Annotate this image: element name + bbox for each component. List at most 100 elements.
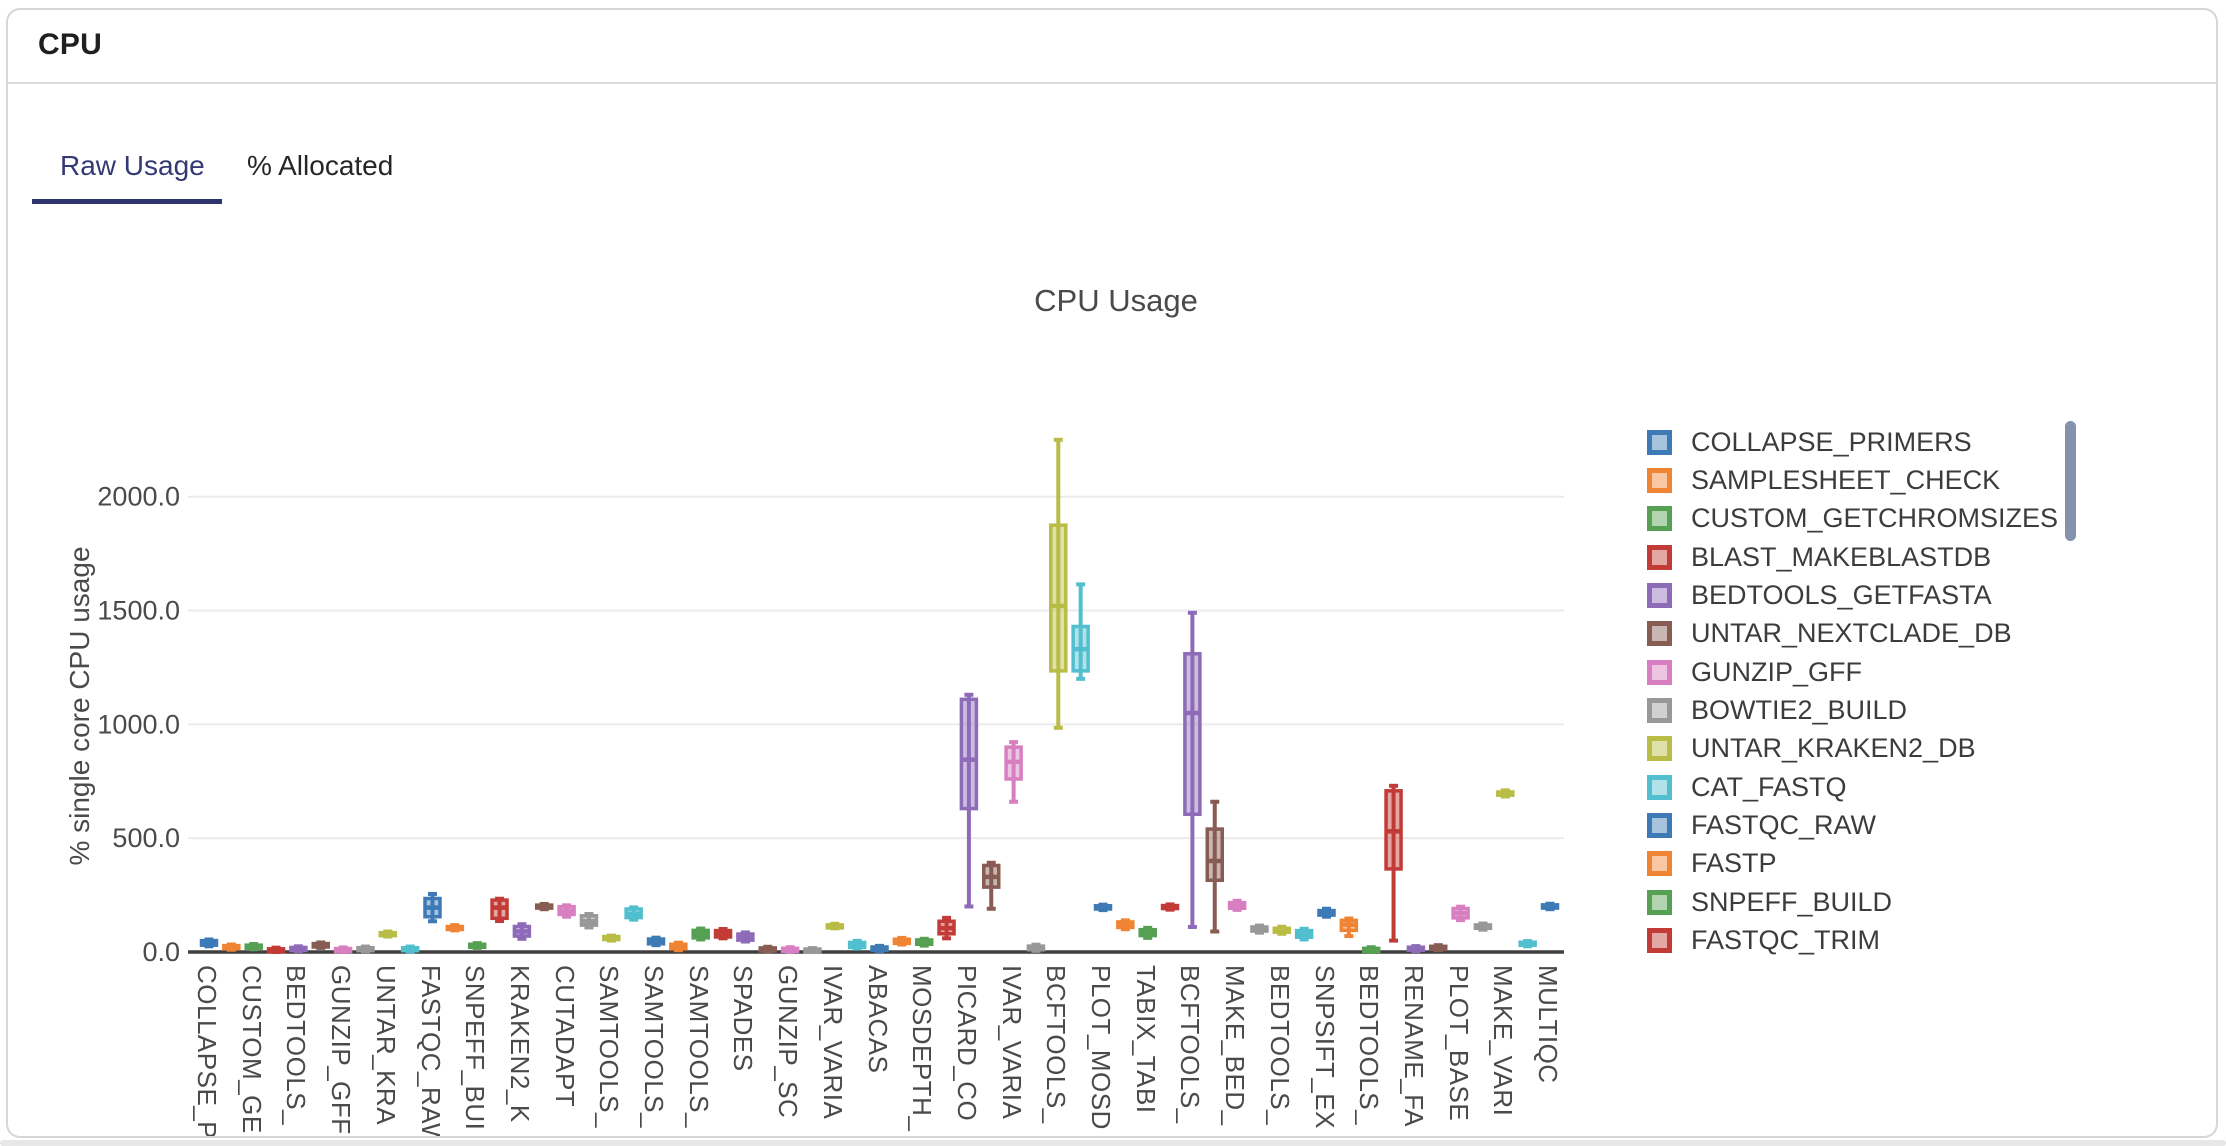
- legend-item-samplesheet_check[interactable]: SAMPLESHEET_CHECK: [1647, 461, 2000, 499]
- box-plot-col8[interactable]: [356, 944, 375, 954]
- box-plot-gunzip_gff[interactable]: [333, 945, 353, 954]
- legend-label: BOWTIE2_BUILD: [1691, 694, 1908, 725]
- box-plot-tabix_tabi[interactable]: [1138, 925, 1157, 940]
- box-plot-col2[interactable]: [222, 942, 241, 952]
- legend-item-untar_kraken2_db[interactable]: UNTAR_KRAKEN2_DB: [1647, 730, 1976, 768]
- chart-title: CPU Usage: [1034, 283, 1198, 318]
- box-plot-plot_base[interactable]: [1451, 904, 1470, 923]
- legend-item-untar_nextclade_db[interactable]: UNTAR_NEXTCLADE_DB: [1647, 615, 2012, 653]
- legend-swatch: [1647, 582, 1672, 608]
- box-plot-ivar_varia[interactable]: [1004, 740, 1023, 804]
- box-plot-picard_co[interactable]: [959, 692, 979, 909]
- box-plot-col26[interactable]: [758, 944, 777, 954]
- box-plot-spades[interactable]: [736, 930, 755, 944]
- box-plot-col48[interactable]: [1250, 923, 1269, 935]
- x-tick-label: GUNZIP_GFF: [326, 965, 357, 1135]
- box-plot-col12[interactable]: [445, 923, 465, 933]
- box-plot-col40[interactable]: [1071, 582, 1090, 681]
- y-tick-label: 0.0: [142, 937, 180, 967]
- box-plot-col60[interactable]: [1518, 939, 1537, 949]
- box-plot-col58[interactable]: [1473, 921, 1493, 932]
- box-plot-snpsift_ex[interactable]: [1317, 906, 1336, 919]
- box-plot-bedtools_[interactable]: [289, 944, 308, 954]
- legend-item-blast_makeblastdb[interactable]: BLAST_MAKEBLASTDB: [1647, 538, 1991, 576]
- box-plot-ivar_varia[interactable]: [825, 921, 845, 931]
- box-plot-col20[interactable]: [624, 905, 643, 922]
- box-plot-bedtools_[interactable]: [1272, 924, 1292, 936]
- box-plot-mosdepth_[interactable]: [914, 936, 934, 948]
- x-tick-label: ABACAS: [862, 965, 893, 1074]
- legend-item-collapse_primers[interactable]: COLLAPSE_PRIMERS: [1647, 423, 1972, 461]
- box-plot-col34[interactable]: [937, 915, 956, 941]
- box-plot-col38[interactable]: [1026, 942, 1046, 953]
- x-tick-label: BCFTOOLS_: [1041, 965, 1072, 1124]
- box-plot-make_vari[interactable]: [1496, 788, 1515, 799]
- box-plot-col6[interactable]: [311, 940, 330, 950]
- box-plot-bcftools_[interactable]: [1183, 610, 1202, 929]
- box-plot-col32[interactable]: [892, 935, 912, 947]
- box-plot-plot_mosd[interactable]: [1093, 902, 1113, 913]
- tab-percent-allocated[interactable]: % Allocated: [247, 150, 394, 181]
- box-plot-col10[interactable]: [400, 944, 420, 954]
- box-plot-col16[interactable]: [535, 901, 554, 912]
- box-plot-col30[interactable]: [847, 938, 867, 951]
- box-plot-col52[interactable]: [1339, 916, 1359, 939]
- box-plot-col22[interactable]: [669, 940, 688, 953]
- box-plot-samtools_[interactable]: [646, 935, 666, 948]
- x-tick-label: GUNZIP_SC: [773, 965, 804, 1119]
- box-plot-col14[interactable]: [490, 896, 509, 924]
- box-plot-col24[interactable]: [713, 927, 733, 941]
- x-tick-label: FASTQC_RAW: [415, 965, 446, 1138]
- legend-item-cat_fastq[interactable]: CAT_FASTQ: [1647, 768, 1847, 806]
- legend-label: UNTAR_NEXTCLADE_DB: [1691, 618, 2012, 649]
- box-plot-col4[interactable]: [266, 945, 286, 954]
- x-tick-label: COLLAPSE_P: [192, 965, 222, 1138]
- legend-item-fastqc_trim[interactable]: FASTQC_TRIM: [1647, 922, 1880, 960]
- legend-scrollbar-thumb[interactable]: [2065, 421, 2076, 541]
- box-plot-multiqc[interactable]: [1540, 901, 1560, 912]
- box-plot-col42[interactable]: [1116, 918, 1135, 932]
- box-plot-col28[interactable]: [803, 946, 822, 954]
- box-plot-bcftools_[interactable]: [1049, 437, 1068, 730]
- legend-item-fastp[interactable]: FASTP: [1647, 845, 1777, 883]
- box-plot-make_bed_[interactable]: [1227, 898, 1247, 912]
- x-tick-label: SAMTOOLS_: [594, 965, 625, 1128]
- legend-label: SNPEFF_BUILD: [1691, 886, 1893, 917]
- legend-swatch: [1647, 506, 1672, 532]
- box-plot-kraken2_k[interactable]: [512, 922, 532, 941]
- box-plot-col18[interactable]: [579, 911, 599, 930]
- y-tick-label: 500.0: [112, 823, 180, 853]
- legend-item-custom_getchromsizes[interactable]: CUSTOM_GETCHROMSIZES: [1647, 500, 2058, 538]
- box-plot-bedtools_[interactable]: [1361, 945, 1381, 954]
- legend-item-fastqc_raw[interactable]: FASTQC_RAW: [1647, 807, 1876, 845]
- box-plot-gunzip_sc[interactable]: [780, 945, 800, 954]
- legend-item-gunzip_gff[interactable]: GUNZIP_GFF: [1647, 653, 1862, 691]
- box-plot-samtools_[interactable]: [691, 926, 710, 942]
- box-plot-rename_fa[interactable]: [1406, 944, 1426, 954]
- box-plot-cutadapt[interactable]: [557, 903, 576, 919]
- box-plot-snpeff_bui[interactable]: [467, 941, 487, 950]
- tab-raw-usage[interactable]: Raw Usage: [60, 150, 205, 181]
- horizontal-scrollbar[interactable]: [0, 1140, 2226, 1146]
- box-plot-untar_kra[interactable]: [378, 929, 398, 939]
- box-plot-col54[interactable]: [1384, 783, 1403, 943]
- box-plot-col46[interactable]: [1205, 799, 1224, 934]
- box-plot-col36[interactable]: [982, 860, 1001, 911]
- box-plot-collapse_p[interactable]: [199, 937, 219, 949]
- legend-item-snpeff_build[interactable]: SNPEFF_BUILD: [1647, 883, 1892, 921]
- box-plot-col56[interactable]: [1429, 943, 1448, 953]
- box-plot-fastqc_raw[interactable]: [423, 891, 442, 924]
- legend-swatch: [1647, 813, 1672, 838]
- legend-item-bedtools_getfasta[interactable]: BEDTOOLS_GETFASTA: [1647, 576, 1992, 614]
- legend-label: FASTQC_RAW: [1691, 810, 1877, 840]
- box-plot-samtools_[interactable]: [602, 933, 621, 943]
- y-tick-label: 2000.0: [97, 482, 180, 512]
- box-plot-col50[interactable]: [1294, 926, 1314, 942]
- iqr-box: [1183, 652, 1202, 817]
- x-tick-label: MAKE_VARI: [1488, 965, 1519, 1117]
- box-plot-abacas[interactable]: [870, 943, 889, 954]
- box-plot-custom_ge[interactable]: [244, 942, 263, 952]
- x-tick-label: SNPEFF_BUI: [460, 965, 491, 1131]
- box-plot-col44[interactable]: [1160, 902, 1180, 912]
- legend-item-bowtie2_build[interactable]: BOWTIE2_BUILD: [1647, 691, 1907, 729]
